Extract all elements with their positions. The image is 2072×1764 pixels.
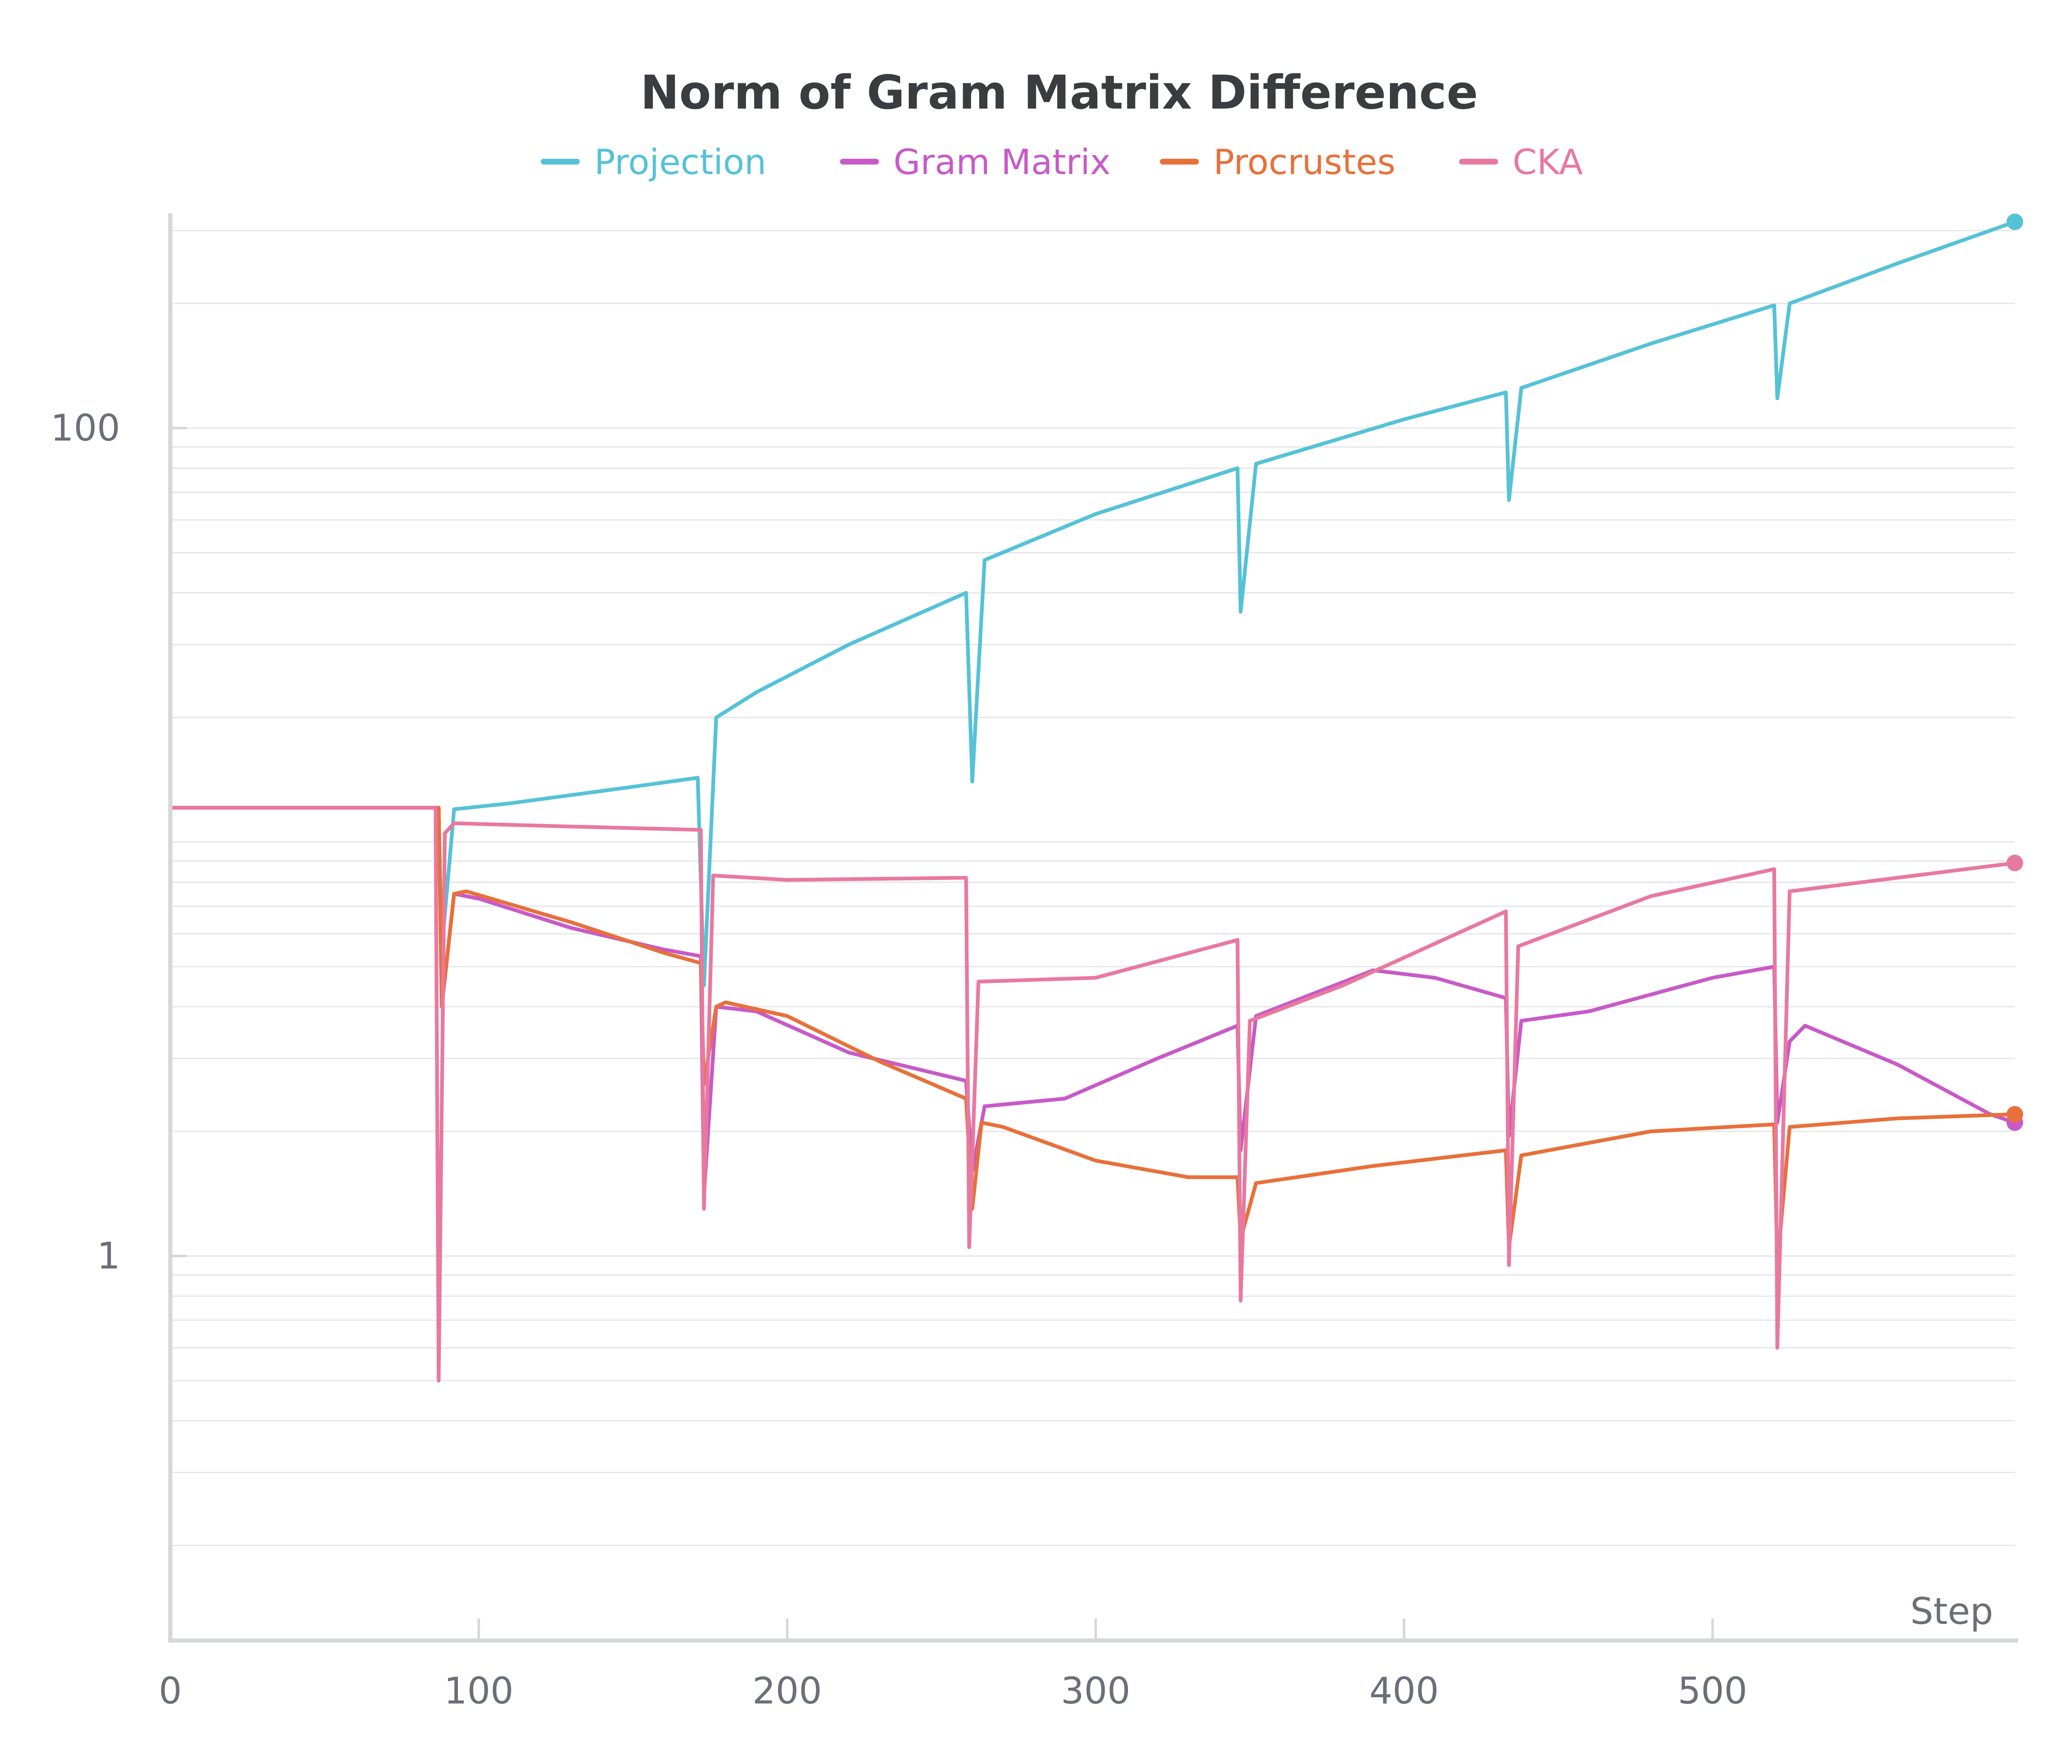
x-tick-label: 500 — [1678, 1670, 1748, 1712]
x-tick-label: 100 — [444, 1670, 513, 1712]
grid — [170, 230, 2015, 1546]
x-tick-label: 300 — [1061, 1670, 1130, 1712]
legend-label-gram-matrix: Gram Matrix — [893, 142, 1111, 182]
legend-label-projection: Projection — [594, 142, 766, 182]
ticks: 1 100 0 100 200 300 400 500 — [51, 407, 1748, 1712]
series-line-gram-matrix — [168, 806, 2017, 1197]
legend: Projection Gram Matrix Procrustes CKA — [541, 142, 1583, 182]
series-line-procrustes — [168, 806, 2017, 1267]
chart-title: Norm of Gram Matrix Difference — [640, 66, 1478, 120]
series-end-marker-procrustes — [2007, 1106, 2023, 1123]
series-line-projection — [168, 220, 2017, 988]
series-end-marker-cka — [2007, 855, 2023, 872]
y-tick-label: 1 — [97, 1234, 120, 1277]
y-tick-label: 100 — [51, 407, 120, 449]
series-layer — [168, 213, 2023, 1383]
axes — [168, 213, 2018, 1643]
legend-label-cka: CKA — [1513, 142, 1583, 182]
series-line-cka — [168, 806, 2017, 1383]
x-tick-label: 200 — [753, 1670, 822, 1712]
x-tick-label: 0 — [159, 1670, 182, 1712]
x-axis-label: Step — [1910, 1590, 1993, 1633]
legend-label-procrustes: Procrustes — [1213, 142, 1395, 182]
x-tick-label: 400 — [1369, 1670, 1439, 1712]
series-end-marker-projection — [2007, 213, 2023, 230]
